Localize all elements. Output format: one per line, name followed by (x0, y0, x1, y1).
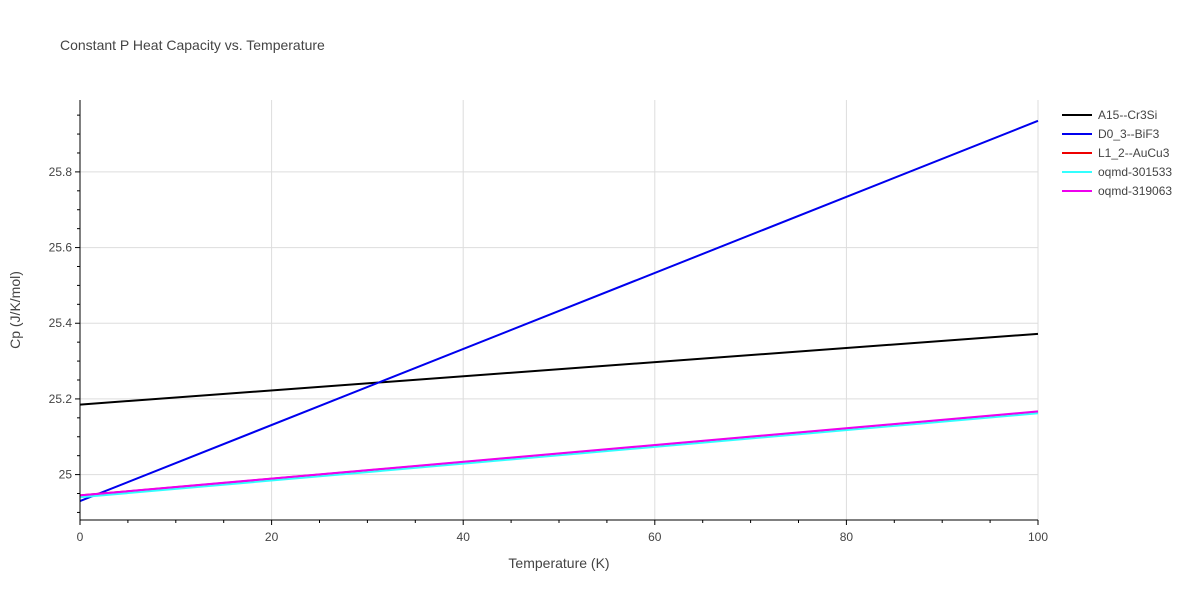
x-tick-label: 0 (77, 530, 84, 544)
legend-label: D0_3--BiF3 (1098, 127, 1160, 141)
legend-label: A15--Cr3Si (1098, 108, 1157, 122)
x-tick-label: 20 (265, 530, 279, 544)
y-tick-label: 25.6 (49, 241, 73, 255)
x-tick-label: 80 (840, 530, 854, 544)
legend-item[interactable]: A15--Cr3Si (1062, 108, 1157, 122)
legend-item[interactable]: D0_3--BiF3 (1062, 127, 1160, 141)
x-tick-label: 100 (1028, 530, 1048, 544)
legend-item[interactable]: L1_2--AuCu3 (1062, 146, 1170, 160)
x-axis-label: Temperature (K) (508, 555, 609, 571)
x-tick-label: 40 (457, 530, 471, 544)
y-tick-label: 25.2 (49, 392, 73, 406)
chart-title: Constant P Heat Capacity vs. Temperature (60, 37, 325, 53)
y-tick-label: 25.4 (49, 316, 73, 330)
series-line-D0_3--BiF3 (79, 119, 1039, 503)
y-tick-label: 25 (59, 468, 73, 482)
y-axis-label: Cp (J/K/mol) (7, 271, 23, 349)
y-tick-label: 25.8 (49, 165, 73, 179)
legend[interactable]: A15--Cr3Si D0_3--BiF3 L1_2--AuCu3 oqmd-3015… (1062, 108, 1172, 198)
x-tick-label: 60 (648, 530, 662, 544)
legend-label: L1_2--AuCu3 (1098, 146, 1170, 160)
series-lines (79, 119, 1039, 503)
axes (75, 100, 1039, 525)
legend-item[interactable]: oqmd-319063 (1062, 184, 1172, 198)
series-line-A15--Cr3Si (79, 332, 1039, 406)
legend-label: oqmd-301533 (1098, 165, 1172, 179)
series-line-oqmd-301533 (79, 412, 1039, 499)
series-line-oqmd-319063 (79, 410, 1039, 497)
legend-item[interactable]: oqmd-301533 (1062, 165, 1172, 179)
legend-label: oqmd-319063 (1098, 184, 1172, 198)
grid (80, 100, 1039, 520)
tick-labels: 0 20 40 60 80 100 25 25.2 25.4 25.6 25.8 (49, 165, 1049, 544)
